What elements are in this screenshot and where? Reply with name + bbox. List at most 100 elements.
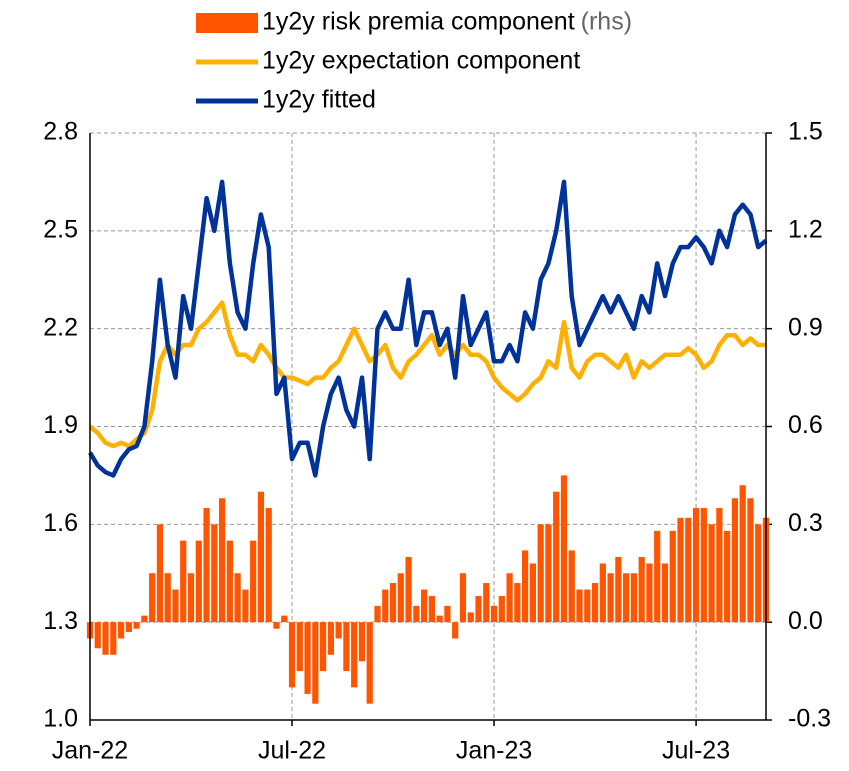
bar <box>483 583 490 623</box>
bar <box>358 622 366 662</box>
bar <box>529 563 537 623</box>
legend-swatch <box>196 13 258 33</box>
bar <box>125 622 132 632</box>
y2-tick-label: 0.3 <box>788 509 823 537</box>
bar <box>195 540 202 623</box>
bar <box>187 573 195 623</box>
bar <box>436 615 443 623</box>
bar <box>755 524 762 623</box>
bar <box>615 556 622 623</box>
bar <box>444 605 451 623</box>
bar <box>405 556 412 623</box>
y-tick-label: 2.8 <box>43 118 78 146</box>
bar <box>747 498 754 623</box>
bar <box>537 524 544 623</box>
bar <box>669 530 676 623</box>
bar <box>584 589 591 623</box>
bar <box>661 563 669 623</box>
bar <box>351 622 358 688</box>
bar <box>250 540 257 623</box>
bar <box>304 622 311 694</box>
bar <box>94 622 101 649</box>
bar <box>716 508 723 623</box>
bar <box>490 605 498 623</box>
bar <box>731 498 739 623</box>
bar <box>545 524 552 623</box>
bar <box>514 583 521 623</box>
y-tick-label: 1.9 <box>43 411 78 439</box>
bar <box>203 508 210 623</box>
bar <box>560 475 568 623</box>
bar <box>257 491 265 623</box>
bar <box>700 508 707 623</box>
bar <box>654 530 661 623</box>
bar <box>117 622 125 639</box>
bar <box>312 622 319 704</box>
y2-tick-label: -0.3 <box>788 705 831 733</box>
y-tick-label: 2.2 <box>43 313 78 341</box>
bar <box>211 524 218 623</box>
bar <box>421 589 428 623</box>
y-tick-label: 2.5 <box>43 215 78 243</box>
bar <box>607 573 614 623</box>
bar <box>110 622 117 655</box>
bar <box>141 615 148 623</box>
y2-tick-label: 1.5 <box>788 118 823 146</box>
bar <box>459 573 467 623</box>
bar <box>467 612 474 623</box>
x-tick-label: Jul-22 <box>258 737 326 765</box>
bar <box>708 524 715 623</box>
legend-label: 1y2y fitted <box>262 86 376 114</box>
bar <box>343 622 350 672</box>
y2-tick-label: 0.9 <box>788 313 823 341</box>
bar <box>553 491 560 623</box>
y2-tick-label: 1.2 <box>788 215 823 243</box>
bar <box>335 622 342 639</box>
bar <box>522 550 529 623</box>
bar <box>428 596 435 623</box>
line <box>88 179 768 478</box>
bar <box>724 530 731 623</box>
bar <box>374 605 381 623</box>
x-tick-label: Jul-23 <box>662 737 730 765</box>
legend-label: 1y2y expectation component <box>262 47 580 75</box>
bar <box>218 498 226 623</box>
bar <box>677 517 684 623</box>
y-tick-label: 1.0 <box>43 705 78 733</box>
bar <box>164 573 171 623</box>
bar <box>623 573 630 623</box>
bar <box>180 540 187 623</box>
bar <box>452 622 459 639</box>
bar <box>382 589 389 623</box>
bar <box>397 573 404 623</box>
legend-note: (rhs) <box>581 8 632 36</box>
bar <box>692 508 700 623</box>
line <box>88 300 766 449</box>
bar <box>638 556 645 623</box>
bar <box>327 622 334 655</box>
bar <box>149 573 156 623</box>
bar <box>685 517 692 623</box>
bar <box>172 589 179 623</box>
y2-tick-label: 0.0 <box>788 607 823 635</box>
bar <box>475 596 482 623</box>
bar <box>226 540 233 623</box>
bar <box>389 583 397 623</box>
bar <box>156 524 164 623</box>
bar <box>281 615 288 623</box>
bar <box>568 550 575 623</box>
bar <box>413 605 420 623</box>
bar <box>739 485 746 623</box>
bar <box>646 563 653 623</box>
bar <box>591 583 599 623</box>
bar <box>234 573 241 623</box>
bar <box>498 596 505 623</box>
legend-label: 1y2y risk premia component <box>262 8 575 36</box>
bar <box>319 622 327 672</box>
y-tick-label: 1.6 <box>43 509 78 537</box>
bar <box>102 622 109 655</box>
bar <box>273 622 280 629</box>
bar <box>506 573 513 623</box>
bar <box>265 508 272 623</box>
